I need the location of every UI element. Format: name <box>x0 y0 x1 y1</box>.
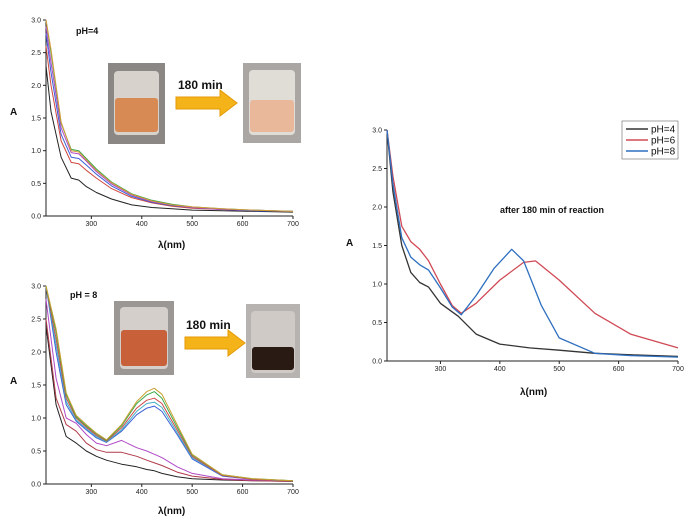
x-tick-label: 500 <box>186 489 198 496</box>
photo-bottom-before <box>114 301 174 375</box>
y-tick-label: 2.0 <box>372 205 382 212</box>
panel-right: A λ(nm) after 180 min of reaction 300 400… <box>346 120 684 398</box>
y-tick-label: 0.0 <box>31 214 41 221</box>
x-tick-label: 600 <box>237 489 249 496</box>
y-tick-label: 2.5 <box>31 317 41 324</box>
x-tick-label: 300 <box>435 366 447 373</box>
y-tick-label: 2.0 <box>31 83 41 90</box>
xlabel-panel-b: λ(nm) <box>158 506 185 516</box>
y-tick-label: 2.0 <box>31 350 41 357</box>
series-line-1 <box>45 325 294 482</box>
series-line-2 <box>386 129 679 349</box>
y-tick-label: 2.5 <box>372 166 382 173</box>
series-line-1 <box>45 65 294 213</box>
y-tick-label: 0.0 <box>31 482 41 489</box>
x-tick-label: 700 <box>672 366 684 373</box>
plot-area-c: 300 400 500 600 700 0.0 0.5 1.0 1.5 2.0 2.5 3.0 pH=4… <box>372 120 684 373</box>
ylabel-panel-a: A <box>10 107 17 118</box>
series-line-6 <box>45 19 294 212</box>
plot-area-b: 300 400 500 600 700 0.0 0.5 1.0 1.5 2.0 2.5 3.0 <box>31 284 299 497</box>
y-tick-label: 1.5 <box>31 116 41 123</box>
series-line-3 <box>45 299 294 482</box>
arrow-bottom: 180 min <box>184 318 246 358</box>
plot-area-a: 300 400 500 600 700 0.0 0.5 1.0 1.5 2.0 2.5 3.0 <box>31 18 299 229</box>
y-tick-label: 2.5 <box>31 50 41 57</box>
x-tick-label: 500 <box>186 221 198 228</box>
photo-top-before <box>108 63 165 144</box>
y-tick-label: 1.5 <box>31 383 41 390</box>
y-tick-label: 3.0 <box>372 128 382 135</box>
title-panel-a: pH=4 <box>76 26 98 36</box>
ylabel-panel-b: A <box>10 376 17 387</box>
series-line-2 <box>45 318 294 482</box>
series-line-8 <box>45 285 294 482</box>
y-tick-label: 0.5 <box>372 320 382 327</box>
series-line-6 <box>45 285 294 482</box>
series-line-3 <box>386 129 679 358</box>
y-tick-label: 0.0 <box>372 359 382 366</box>
x-tick-label: 300 <box>86 489 98 496</box>
title-panel-b: pH = 8 <box>70 290 97 300</box>
arrow-top: 180 min <box>175 78 238 118</box>
y-tick-label: 1.0 <box>31 148 41 155</box>
x-tick-label: 300 <box>86 221 98 228</box>
photo-bottom-after <box>246 304 300 378</box>
y-tick-label: 0.5 <box>31 181 41 188</box>
series-line-1 <box>386 129 679 358</box>
x-tick-label: 700 <box>287 489 299 496</box>
series-line-5 <box>45 285 294 482</box>
x-tick-label: 700 <box>287 221 299 228</box>
panel-top-left: A λ(nm) pH=4 300 400 500 600 700 0.0 0.5 1.0 1.5… <box>10 18 301 251</box>
legend-label: pH=4 <box>651 125 676 136</box>
x-tick-label: 600 <box>613 366 625 373</box>
y-tick-label: 0.5 <box>31 449 41 456</box>
x-tick-label: 400 <box>494 366 506 373</box>
ylabel-panel-c: A <box>346 238 353 249</box>
y-tick-label: 1.5 <box>372 243 382 250</box>
y-tick-label: 3.0 <box>31 284 41 291</box>
panel-bottom-left: A λ(nm) pH = 8 300 400 500 600 700 0.0 0.5 1.0 1… <box>10 284 300 516</box>
series-line-4 <box>45 26 294 212</box>
series-line-4 <box>45 285 294 482</box>
x-tick-label: 400 <box>136 221 148 228</box>
y-tick-label: 1.0 <box>372 282 382 289</box>
x-tick-label: 400 <box>136 489 148 496</box>
photo-top-after <box>243 63 301 143</box>
x-tick-label: 500 <box>553 366 565 373</box>
y-tick-label: 3.0 <box>31 18 41 25</box>
legend-label: pH=8 <box>651 147 676 158</box>
title-panel-c: after 180 min of reaction <box>500 205 604 215</box>
x-tick-label: 600 <box>237 221 249 228</box>
arrow-bottom-label: 180 min <box>186 318 231 332</box>
xlabel-panel-c: λ(nm) <box>520 387 547 398</box>
arrow-top-label: 180 min <box>178 78 223 92</box>
legend-label: pH=6 <box>651 136 676 147</box>
xlabel-panel-a: λ(nm) <box>158 240 185 251</box>
y-tick-label: 1.0 <box>31 416 41 423</box>
